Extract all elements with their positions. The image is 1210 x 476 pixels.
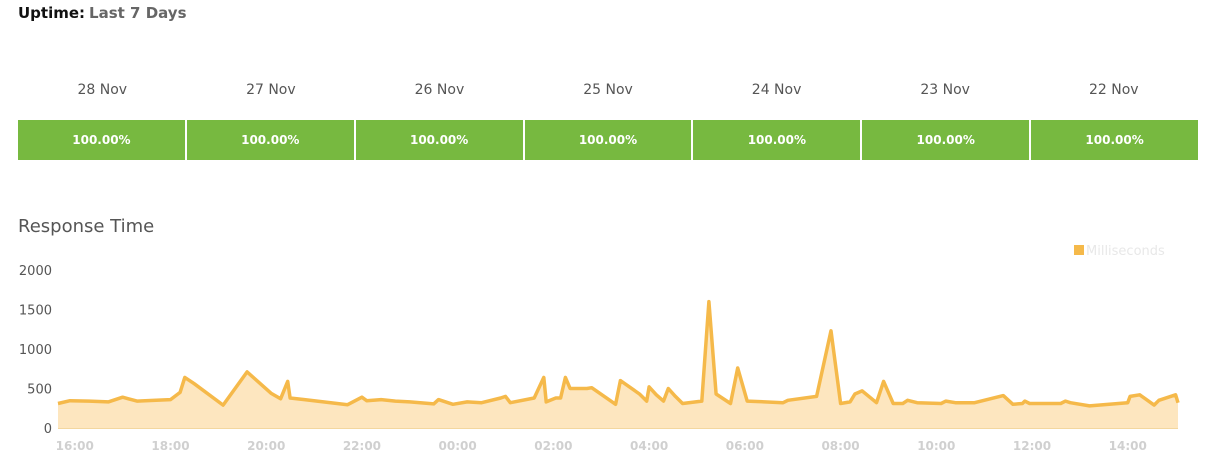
uptime-day-bar[interactable]: 100.00% [524,120,692,160]
uptime-day-bar[interactable]: 100.00% [1031,120,1199,160]
uptime-period: Last 7 Days [89,4,187,22]
x-tick-label: 22:00 [343,439,381,453]
x-tick-label: 16:00 [56,439,94,453]
uptime-day-label: 24 Nov [751,82,802,98]
uptime-day-bar[interactable]: 100.00% [355,120,523,160]
x-tick-label: 10:00 [917,439,955,453]
response-time-title: Response Time [18,216,155,237]
x-tick-label: 18:00 [151,439,189,453]
legend-label-milliseconds: Milliseconds [1086,244,1165,259]
uptime-day-label: 22 Nov [1088,82,1139,98]
uptime-day-bar[interactable]: 100.00% [186,120,354,160]
uptime-day-label: 25 Nov [583,82,633,98]
uptime-day-bar[interactable]: 100.00% [862,120,1030,160]
uptime-day-labels: 28 Nov 27 Nov 26 Nov 25 Nov 24 Nov 23 Nov 22 N… [18,82,1198,98]
x-tick-label: 14:00 [1109,439,1147,453]
series-area-milliseconds [58,301,1178,428]
y-tick-label: 1000 [19,343,52,358]
x-tick-label: 20:00 [247,439,285,453]
uptime-day-label: 23 Nov [920,82,970,98]
x-tick-label: 06:00 [726,439,764,453]
series-line-milliseconds [57,299,1180,408]
uptime-day-bar[interactable]: 100.00% [693,120,861,160]
uptime-day-label: 26 Nov [414,82,465,98]
legend-swatch-milliseconds [1074,245,1084,255]
y-tick-label: 0 [44,422,52,437]
uptime-header: Uptime: Last 7 Days [18,4,187,22]
uptime-label: Uptime: [18,4,86,22]
uptime-day-label: 28 Nov [77,82,128,98]
x-tick-label: 08:00 [821,439,859,453]
y-tick-label: 500 [27,383,52,398]
x-tick-label: 02:00 [534,439,572,453]
uptime-day-label: 27 Nov [246,82,296,98]
uptime-day-bar[interactable]: 100.00% [18,120,185,160]
uptime-day-bars: 100.00% 100.00% 100.00% 100.00% 100.00% 100.0… [18,120,1199,160]
x-tick-label: 00:00 [439,439,477,453]
response-time-chart: 2000 1500 1000 500 0 16:00 18:00 20:00 22:00 00:0… [19,244,1180,453]
y-tick-label: 1500 [19,304,52,319]
y-tick-label: 2000 [19,264,52,279]
x-tick-label: 12:00 [1013,439,1051,453]
x-tick-label: 04:00 [630,439,668,453]
